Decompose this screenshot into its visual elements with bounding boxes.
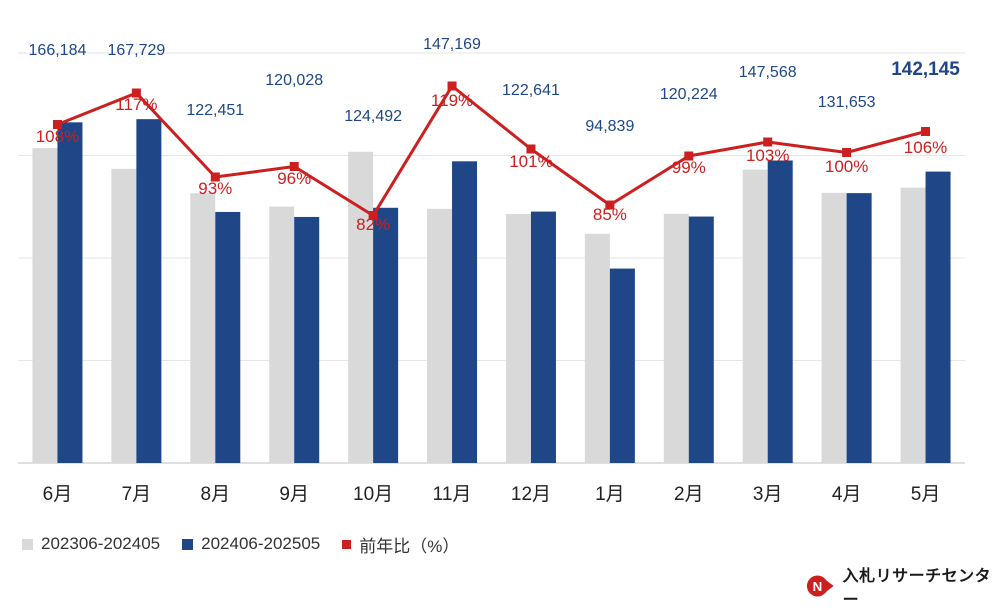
bar-previous-year — [32, 148, 58, 463]
yoy-marker — [526, 144, 536, 154]
bar-current-year — [530, 211, 556, 463]
yoy-label: 101% — [509, 152, 552, 171]
legend: 202306-202405 202406-202505 前年比（%） — [22, 532, 459, 556]
value-label: 147,568 — [739, 64, 797, 81]
bar-current-year — [767, 160, 793, 463]
yoy-label: 106% — [904, 138, 947, 157]
bar-previous-year — [111, 168, 137, 463]
value-label: 94,839 — [585, 118, 634, 135]
yoy-marker — [684, 151, 694, 161]
yoy-line — [56, 84, 926, 217]
x-tick-label: 5月 — [911, 484, 941, 505]
yoy-marker — [921, 127, 931, 136]
yoy-label: 96% — [277, 169, 311, 188]
yoy-label: 108% — [36, 127, 79, 146]
bar-current-year — [136, 119, 162, 463]
x-tick-label: 6月 — [43, 484, 73, 505]
bar-current-year — [215, 211, 241, 463]
x-tick-label: 1月 — [595, 484, 625, 505]
brand-mark-icon: N — [806, 575, 834, 597]
x-tick-label: 2月 — [674, 484, 704, 505]
x-tick-label: 3月 — [753, 484, 783, 505]
value-label: 120,224 — [660, 86, 718, 103]
value-label: 122,451 — [186, 102, 244, 119]
yoy-label: 85% — [593, 205, 627, 224]
value-label: 166,184 — [29, 42, 87, 59]
value-label: 124,492 — [344, 108, 402, 125]
value-label: 167,729 — [107, 42, 165, 59]
legend-swatch-yoy — [342, 539, 352, 549]
value-label: 147,169 — [423, 36, 481, 53]
yoy-label: 82% — [356, 215, 390, 234]
yoy-marker — [289, 162, 299, 171]
legend-swatch-current-year — [182, 538, 194, 550]
yoy-label: 100% — [825, 157, 868, 176]
legend-label-yoy: 前年比（%） — [359, 536, 460, 556]
value-label: 142,145 — [891, 59, 960, 80]
value-label: 131,653 — [818, 94, 876, 111]
bar-previous-year — [427, 208, 453, 463]
bar-current-year — [373, 207, 399, 463]
x-tick-label: 4月 — [832, 484, 862, 505]
bar-previous-year — [190, 193, 216, 463]
brand-logo: N 入札リサーチセンター — [806, 562, 1000, 610]
bar-current-year — [846, 193, 872, 464]
yoy-label: 93% — [198, 179, 232, 198]
value-label: 120,028 — [265, 72, 323, 89]
yoy-label: 103% — [746, 146, 789, 165]
x-tick-label: 9月 — [279, 484, 309, 505]
bar-current-year — [688, 216, 714, 463]
brand-mark-letter: N — [813, 579, 823, 594]
bar-previous-year — [821, 192, 847, 463]
legend-item-previous-year[interactable]: 202306-202405 — [22, 534, 160, 554]
yoy-marker — [210, 172, 220, 182]
brand-name: 入札リサーチセンター — [842, 568, 992, 609]
yoy-label: 119% — [431, 91, 473, 110]
yoy-label: 99% — [672, 158, 706, 177]
bar-previous-year — [584, 233, 610, 463]
bar-previous-year — [269, 206, 295, 464]
legend-item-yoy[interactable]: 前年比（%） — [342, 532, 459, 557]
bar-previous-year — [348, 151, 374, 463]
legend-label-current-year: 202406-202505 — [201, 534, 321, 553]
bar-previous-year — [663, 213, 689, 463]
legend-swatch-previous-year — [22, 538, 33, 550]
legend-label-previous-year: 202306-202405 — [41, 534, 161, 553]
x-tick-label: 12月 — [511, 484, 551, 505]
bar-previous-year — [900, 187, 926, 463]
legend-item-current-year[interactable]: 202406-202505 — [182, 534, 320, 554]
bar-current-year — [925, 171, 951, 463]
x-tick-label: 11月 — [433, 484, 472, 505]
yoy-label: 117% — [115, 95, 157, 114]
bar-previous-year — [505, 213, 531, 463]
yoy-marker — [605, 200, 615, 210]
bar-current-year — [57, 122, 83, 463]
yoy-marker — [52, 120, 62, 129]
x-tick-label: 7月 — [122, 484, 152, 505]
bar-previous-year — [742, 169, 768, 463]
yoy-marker — [131, 88, 141, 98]
x-tick-label: 10月 — [353, 484, 393, 505]
yoy-marker — [842, 148, 852, 157]
yoy-marker — [447, 81, 457, 91]
bar-current-year — [452, 161, 478, 464]
yoy-marker — [763, 137, 773, 147]
bar-current-year — [294, 216, 320, 463]
bar-current-year — [609, 268, 635, 463]
yoy-marker — [368, 211, 378, 220]
value-label: 122,641 — [502, 82, 560, 99]
x-tick-label: 8月 — [201, 484, 231, 505]
